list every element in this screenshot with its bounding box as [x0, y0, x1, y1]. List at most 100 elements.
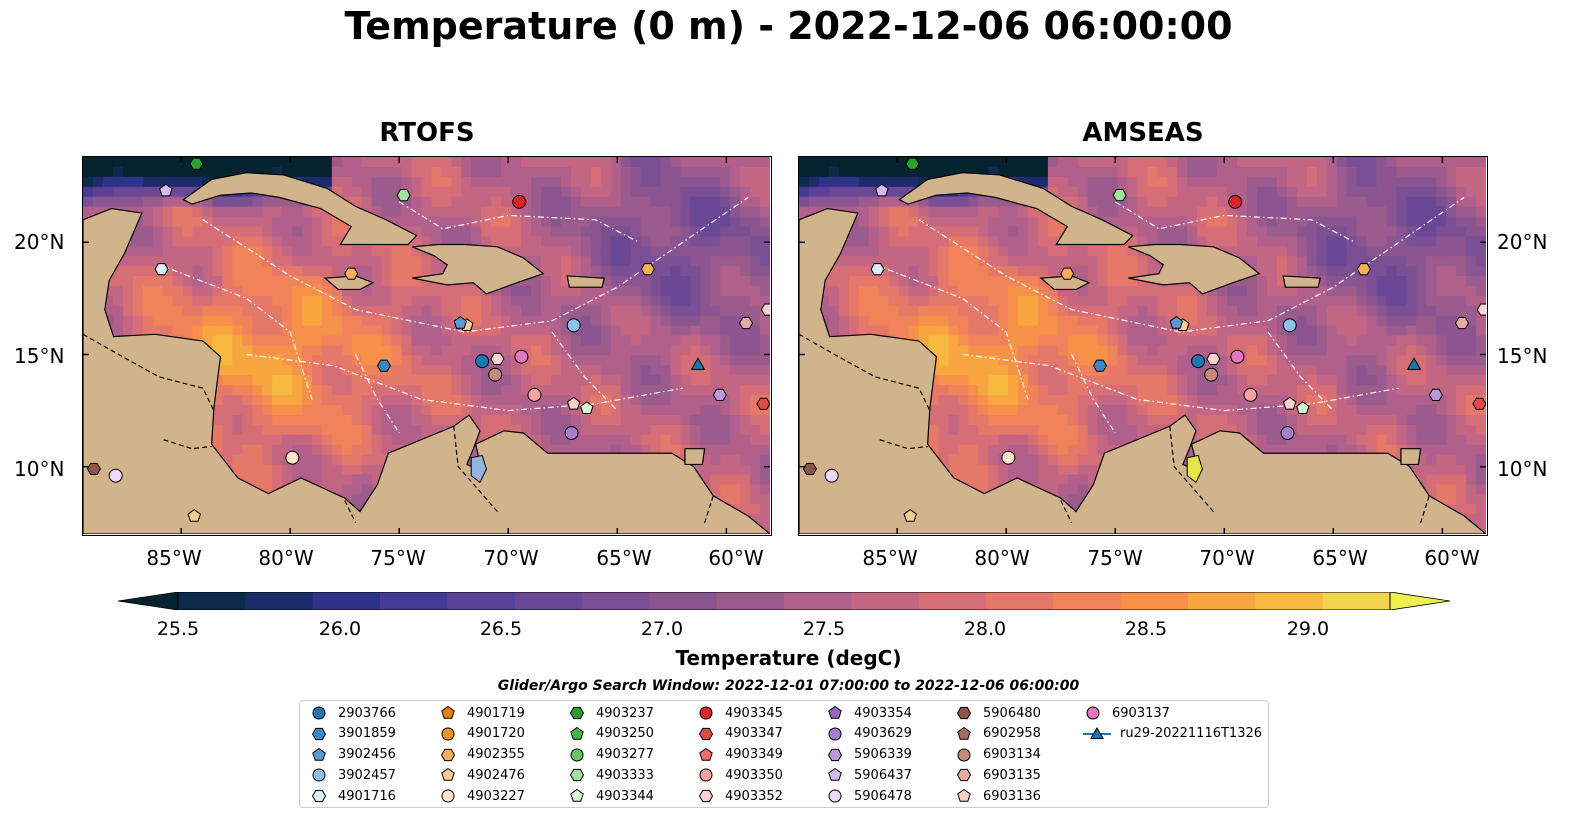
platform-marker-4902355[interactable]	[1060, 267, 1075, 280]
legend-marker-icon	[956, 769, 972, 782]
platform-marker-4903345[interactable]	[1228, 194, 1243, 209]
cuba-land	[898, 172, 1134, 246]
platform-marker-4903629[interactable]	[1280, 426, 1295, 440]
border-line	[163, 439, 212, 450]
legend-item-ru29-20221116T1326: ru29-20221116T1326	[1082, 724, 1262, 744]
lon-label-60w-left: 60°W	[708, 546, 764, 570]
platform-marker-4903350[interactable]	[1243, 387, 1258, 402]
border-line	[1060, 500, 1073, 524]
platform-marker-4903352[interactable]	[490, 352, 505, 366]
platform-marker-4903344[interactable]	[1296, 401, 1310, 415]
legend-marker-icon	[699, 706, 713, 720]
legend-marker-icon	[957, 789, 971, 802]
legend-marker-icon	[312, 747, 326, 761]
platform-marker-4903347[interactable]	[1472, 397, 1486, 410]
platform-marker-6903137[interactable]	[1230, 349, 1245, 364]
platform-marker-4901716[interactable]	[154, 263, 169, 276]
platform-marker-4902355[interactable]	[344, 267, 359, 280]
platform-marker-4903227[interactable]	[1001, 450, 1016, 465]
platform-marker-5906478[interactable]	[824, 468, 839, 483]
colorbar-segment	[582, 592, 650, 610]
map-amseas[interactable]	[798, 156, 1488, 536]
platform-marker-5906339[interactable]	[1428, 388, 1443, 401]
legend-label: 4903347	[725, 726, 783, 742]
platform-marker-4903347[interactable]	[756, 397, 770, 410]
legend-marker-icon	[440, 748, 456, 761]
platform-marker-2903766[interactable]	[1191, 354, 1206, 369]
legend-marker-icon	[699, 768, 713, 782]
axis-ticks	[83, 157, 770, 534]
lon-label-60w-right: 60°W	[1424, 546, 1480, 570]
legend-marker-icon	[311, 790, 327, 803]
map-rtofs[interactable]	[82, 156, 772, 536]
platform-marker-3902457[interactable]	[1282, 318, 1297, 333]
legend-label: 5906478	[854, 788, 912, 804]
platform-marker-6903137[interactable]	[514, 349, 529, 364]
border-line	[1169, 426, 1214, 512]
platform-marker-5906478[interactable]	[108, 468, 123, 483]
platform-marker-6903136[interactable]	[1283, 396, 1297, 410]
platform-marker-4903237[interactable]	[905, 157, 920, 170]
platform-marker-5906339[interactable]	[712, 388, 727, 401]
legend-marker-icon	[569, 706, 585, 720]
platform-marker-6903136[interactable]	[567, 396, 581, 410]
legend-item-4902476: 4902476	[437, 765, 525, 785]
platform-marker-6903135[interactable]	[1454, 317, 1470, 330]
cuba-land	[182, 172, 418, 246]
platform-marker-4902355[interactable]	[1356, 263, 1371, 276]
platform-marker-4903227[interactable]	[285, 450, 300, 465]
platform-marker-2903766[interactable]	[475, 354, 490, 369]
platform-marker-ru29-20221116T1326[interactable]	[690, 357, 706, 370]
platform-marker-4903352[interactable]	[1206, 352, 1221, 366]
legend-marker-icon	[827, 748, 843, 761]
platform-marker-4903237[interactable]	[189, 157, 204, 170]
platform-marker-3902457[interactable]	[566, 318, 581, 333]
platform-marker-6903135[interactable]	[738, 317, 754, 330]
lon-label-85w-right: 85°W	[862, 546, 918, 570]
lat-label-10n-right: 10°N	[1497, 457, 1548, 481]
lon-label-65w-left: 65°W	[596, 546, 652, 570]
legend-label: 4903344	[596, 788, 654, 804]
platform-marker-5906480[interactable]	[86, 462, 102, 475]
colorbar-tick-29-0: 29.0	[1286, 618, 1330, 640]
lat-label-10n-left: 10°N	[14, 457, 65, 481]
platform-marker-6903134[interactable]	[488, 367, 503, 382]
colorbar-segment	[986, 592, 1054, 610]
platform-marker-5906437[interactable]	[159, 183, 173, 197]
platform-marker-3902456[interactable]	[453, 316, 468, 329]
colorbar	[117, 591, 1451, 611]
lat-label-20n-right: 20°N	[1497, 230, 1548, 254]
platform-marker-4903333[interactable]	[396, 189, 411, 202]
legend-label: 4903345	[725, 705, 783, 721]
legend-item-4903347: 4903347	[695, 724, 783, 744]
colorbar-tick-27-5: 27.5	[802, 618, 846, 640]
eez-line	[551, 331, 618, 411]
legend-item-3902457: 3902457	[308, 765, 396, 785]
platform-marker-4902476[interactable]	[187, 508, 201, 522]
legend-label: ru29-20221116T1326	[1120, 726, 1263, 742]
colorbar-tick-28-5: 28.5	[1124, 618, 1168, 640]
legend-item-4903237: 4903237	[566, 703, 654, 723]
platform-marker-4903352[interactable]	[1476, 303, 1486, 316]
platform-marker-4903345[interactable]	[512, 194, 527, 209]
platform-marker-4903344[interactable]	[580, 401, 594, 415]
platform-marker-4903352[interactable]	[760, 303, 770, 316]
platform-marker-4903333[interactable]	[1112, 189, 1127, 202]
colorbar-tick-28-0: 28.0	[963, 618, 1007, 640]
platform-marker-3902456[interactable]	[1169, 316, 1184, 329]
platform-marker-6903134[interactable]	[1204, 367, 1219, 382]
platform-marker-4902355[interactable]	[640, 263, 655, 276]
platform-marker-5906437[interactable]	[875, 183, 889, 197]
colorbar-segment	[716, 592, 785, 610]
platform-marker-3901859[interactable]	[1092, 359, 1108, 372]
platform-marker-4903629[interactable]	[564, 426, 579, 440]
platform-marker-4903350[interactable]	[527, 387, 542, 402]
platform-marker-4902476[interactable]	[903, 508, 917, 522]
platform-marker-5906480[interactable]	[802, 462, 818, 475]
platform-marker-3901859[interactable]	[376, 359, 392, 372]
platform-marker-4901716[interactable]	[870, 263, 885, 276]
platform-marker-ru29-20221116T1326[interactable]	[1406, 357, 1422, 370]
hispaniola-land	[1128, 243, 1261, 295]
legend-item-4903629: 4903629	[824, 724, 912, 744]
axis-ticks	[799, 157, 1486, 534]
